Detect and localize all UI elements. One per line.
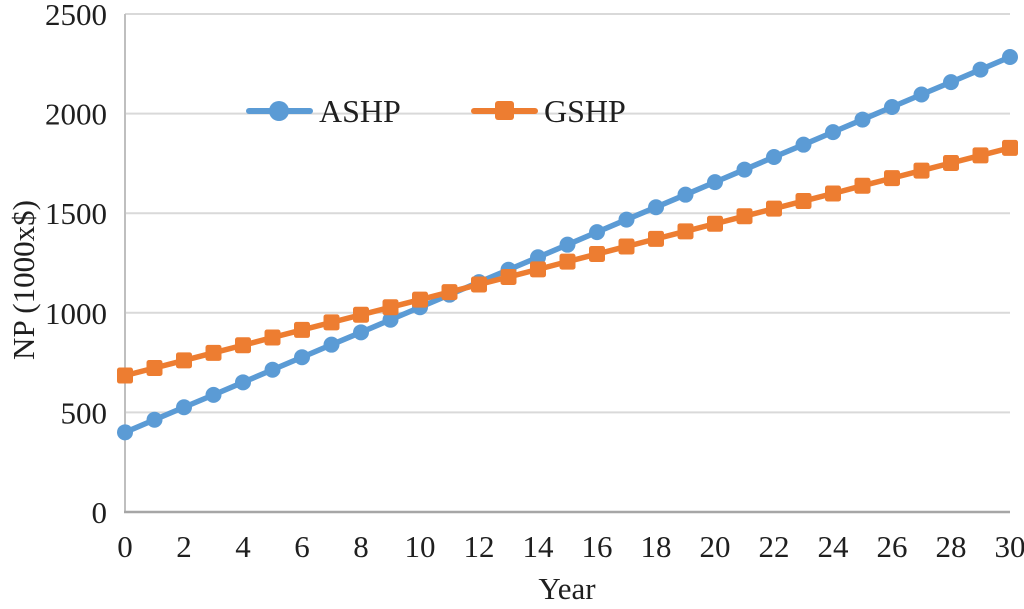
data-point-gshp [412, 291, 428, 308]
data-point-gshp [795, 193, 812, 210]
data-point-gshp [146, 359, 163, 376]
y-tick-label: 2000 [45, 97, 107, 132]
x-tick-label: 6 [294, 529, 310, 564]
data-point-ashp [264, 361, 281, 378]
data-point-ashp [530, 249, 546, 266]
data-point-gshp [264, 329, 281, 346]
y-tick-label: 500 [61, 395, 108, 430]
data-point-ashp [589, 224, 605, 241]
ashp-line-circle-marker-icon [246, 91, 313, 131]
x-tick-label: 24 [818, 529, 850, 564]
data-point-ashp [117, 424, 133, 441]
x-tick-label: 26 [877, 529, 908, 564]
x-tick-label: 14 [523, 529, 555, 564]
y-tick-label: 0 [92, 495, 108, 530]
x-tick-label: 4 [235, 529, 251, 564]
data-point-ashp [766, 149, 782, 166]
data-point-ashp [677, 186, 694, 203]
data-point-gshp [766, 200, 782, 217]
legend-item-ashp: ASHP [246, 91, 401, 131]
data-point-gshp [117, 367, 133, 384]
data-point-gshp [530, 261, 546, 278]
data-point-gshp [353, 306, 369, 323]
x-axis-title: Year [538, 571, 596, 606]
data-point-ashp [943, 74, 959, 91]
y-tick-label: 1500 [45, 196, 107, 231]
data-point-ashp [559, 236, 576, 253]
data-point-gshp [913, 162, 930, 179]
data-point-gshp [589, 246, 605, 263]
legend-item-gshp: GSHP [471, 91, 626, 131]
legend-label-ashp: ASHP [319, 92, 401, 129]
data-point-gshp [205, 344, 222, 361]
data-point-gshp [500, 268, 517, 285]
x-tick-label: 30 [995, 529, 1024, 564]
data-point-gshp [441, 284, 458, 301]
data-point-gshp [825, 185, 841, 202]
data-point-gshp [471, 276, 487, 293]
x-tick-label: 8 [353, 529, 369, 564]
y-tick-label: 1000 [45, 296, 107, 331]
data-point-ashp [707, 174, 723, 191]
data-point-gshp [884, 170, 900, 187]
data-point-ashp [825, 124, 841, 141]
data-point-gshp [972, 147, 989, 164]
data-point-gshp [854, 177, 871, 194]
data-point-ashp [176, 399, 192, 416]
x-tick-label: 22 [759, 529, 790, 564]
x-tick-label: 12 [464, 529, 495, 564]
data-point-ashp [884, 99, 900, 116]
x-tick-label: 10 [405, 529, 436, 564]
data-point-gshp [559, 253, 576, 270]
data-point-gshp [943, 155, 959, 172]
data-point-ashp [294, 349, 310, 366]
x-tick-label: 0 [117, 529, 133, 564]
data-point-ashp [323, 336, 340, 353]
gshp-line-square-marker-icon [471, 91, 538, 131]
data-point-gshp [294, 321, 310, 338]
data-point-ashp [795, 136, 812, 153]
data-point-gshp [176, 352, 192, 369]
data-point-ashp [913, 86, 930, 103]
data-point-ashp [854, 111, 871, 128]
data-point-gshp [707, 215, 723, 232]
data-point-gshp [677, 223, 694, 240]
x-tick-label: 18 [641, 529, 672, 564]
y-axis-title: NP (1000x$) [6, 200, 41, 360]
data-point-gshp [382, 299, 399, 316]
x-tick-label: 20 [700, 529, 731, 564]
data-point-ashp [382, 311, 399, 328]
data-point-ashp [235, 374, 251, 391]
x-tick-label: 28 [936, 529, 967, 564]
x-tick-label: 2 [176, 529, 192, 564]
data-point-ashp [205, 386, 222, 403]
data-point-gshp [736, 208, 753, 225]
legend-label-gshp: GSHP [544, 92, 626, 129]
data-point-ashp [648, 199, 664, 216]
data-point-ashp [736, 161, 753, 178]
data-point-ashp [146, 411, 163, 428]
data-point-gshp [235, 337, 251, 354]
data-point-gshp [618, 238, 635, 255]
x-tick-label: 16 [582, 529, 613, 564]
data-point-ashp [353, 324, 369, 341]
data-point-gshp [1002, 139, 1018, 156]
data-point-ashp [1002, 49, 1018, 66]
y-tick-label: 2500 [45, 0, 107, 32]
data-point-gshp [323, 314, 340, 331]
data-point-ashp [972, 61, 989, 78]
data-point-ashp [618, 211, 635, 228]
data-point-gshp [648, 230, 664, 247]
